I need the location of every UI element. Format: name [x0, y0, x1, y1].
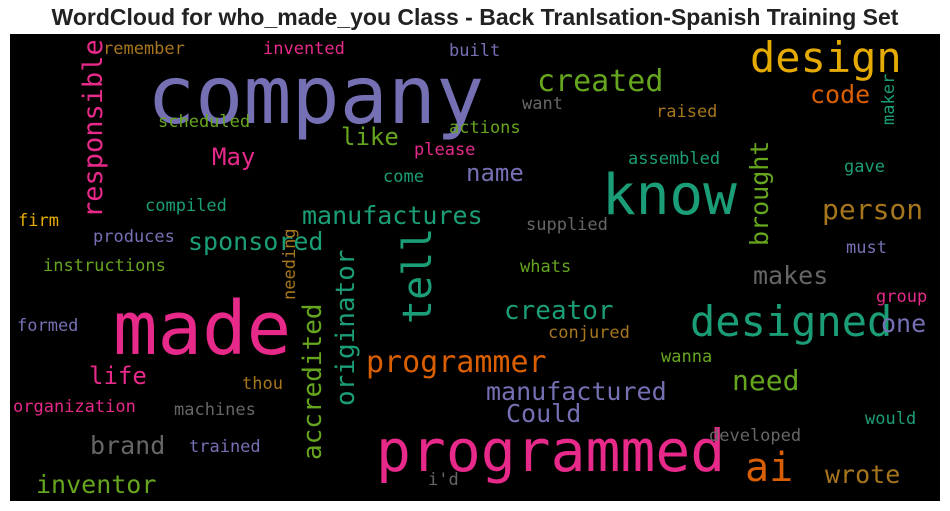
- word-may: May: [212, 143, 256, 171]
- word-machines: machines: [174, 400, 256, 420]
- word-scheduled: scheduled: [158, 112, 251, 132]
- word-inventor: inventor: [36, 470, 157, 499]
- word-conjured: conjured: [548, 323, 630, 343]
- word-originator: originator: [331, 249, 361, 406]
- word-gave: gave: [844, 157, 885, 177]
- word-must: must: [846, 238, 887, 258]
- word-come: come: [383, 167, 424, 187]
- word-created: created: [537, 64, 664, 99]
- word-person: person: [822, 193, 924, 226]
- word-manufactures: manufactures: [302, 201, 483, 230]
- word-accredited: accredited: [298, 303, 328, 460]
- word-one: one: [881, 309, 927, 338]
- word-wrote: wrote: [825, 460, 901, 489]
- word-trained: trained: [189, 437, 261, 457]
- word-creator: creator: [504, 296, 614, 326]
- word-wanna: wanna: [661, 347, 713, 367]
- word-group: group: [876, 287, 928, 307]
- word-manufactured: manufactured: [486, 377, 667, 406]
- word-could: Could: [506, 399, 582, 428]
- word-want: want: [522, 94, 563, 114]
- word-firm: firm: [18, 211, 59, 231]
- word-sponsored: sponsored: [188, 227, 324, 256]
- word-raised: raised: [656, 102, 718, 122]
- word-know: know: [602, 163, 737, 228]
- word-supplied: supplied: [526, 215, 608, 235]
- word-designed: designed: [690, 297, 893, 346]
- word-tell: tell: [395, 227, 441, 324]
- word-assembled: assembled: [628, 149, 721, 169]
- word-built: built: [449, 41, 501, 61]
- word-whats: whats: [520, 257, 572, 277]
- word-needing: needing: [280, 228, 300, 300]
- chart-title: WordCloud for who_made_you Class - Back …: [51, 4, 899, 30]
- word-thou: thou: [242, 374, 283, 394]
- word-please: please: [414, 140, 476, 160]
- word-organization: organization: [13, 397, 136, 417]
- word-name: name: [466, 159, 524, 187]
- word-compiled: compiled: [145, 196, 227, 216]
- word-formed: formed: [17, 316, 79, 336]
- word-brought: brought: [745, 140, 774, 246]
- word-code: code: [810, 80, 871, 109]
- word-cloud: company made programmed know designed design t…: [10, 34, 940, 501]
- word-actions: actions: [449, 118, 521, 138]
- word-ai: ai: [745, 445, 794, 491]
- word-invented: invented: [263, 39, 345, 59]
- word-design: design: [750, 34, 902, 82]
- word-like: like: [341, 123, 399, 151]
- word-responsible: responsible: [78, 39, 109, 218]
- word-company: company: [147, 49, 485, 142]
- word-remember: remember: [103, 39, 185, 59]
- word-would: would: [865, 409, 917, 429]
- word-made: made: [113, 286, 292, 372]
- word-programmed: programmed: [376, 417, 726, 485]
- word-brand: brand: [90, 431, 166, 460]
- word-need: need: [732, 364, 800, 397]
- word-instructions: instructions: [43, 256, 166, 276]
- word-developed: developed: [709, 426, 802, 446]
- word-programmer: programmer: [366, 345, 547, 380]
- word-produces: produces: [93, 227, 175, 247]
- word-maker: maker: [879, 73, 899, 125]
- word-life: life: [89, 362, 147, 390]
- word-i-d: i'd: [428, 470, 459, 490]
- word-makes: makes: [753, 261, 829, 290]
